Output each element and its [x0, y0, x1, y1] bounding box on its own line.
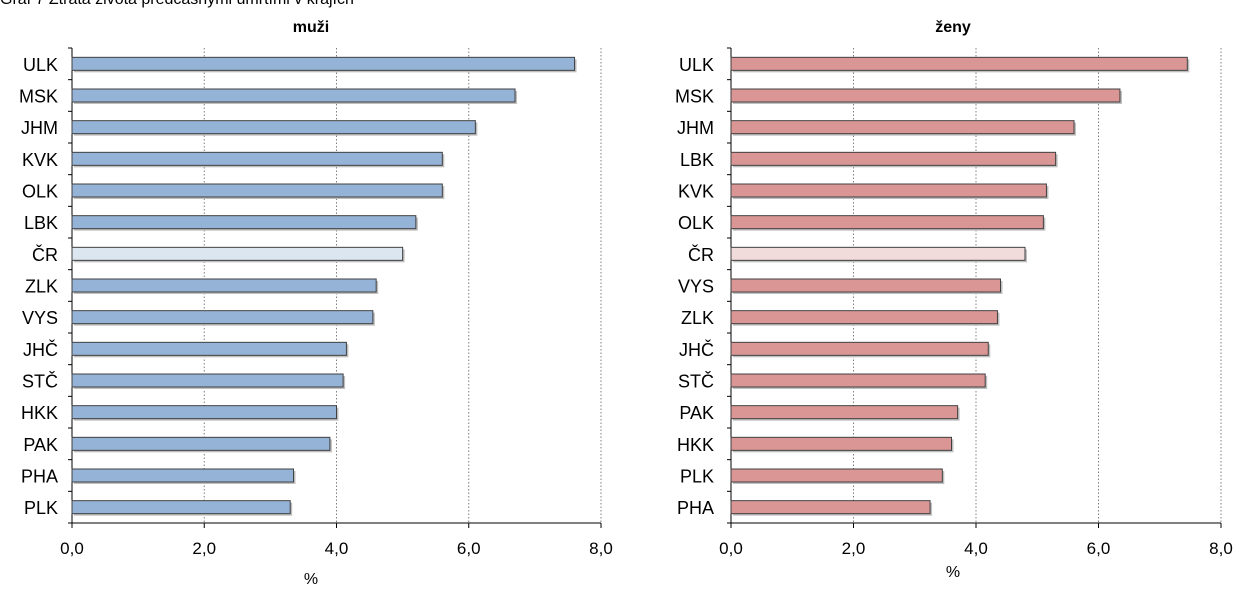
- chart-muzi: muži 0,0 2,0 4,0 6,0 8,0% ULK MSK JHM KVK OLK LBK ČR…: [19, 19, 613, 588]
- category-label-jhm: JHM: [677, 118, 714, 138]
- bar-ulk: [730, 56, 1188, 71]
- x-tick-label: 2,0: [192, 539, 216, 558]
- x-tick-label: 8,0: [1209, 539, 1233, 558]
- category-label-olk: OLK: [22, 182, 58, 202]
- bar-stc: [71, 373, 344, 388]
- x-tick-label: 6,0: [457, 539, 481, 558]
- category-label-pha: PHA: [677, 498, 714, 518]
- bar-plk: [71, 500, 291, 515]
- bar-olk: [730, 215, 1044, 230]
- bar-zlk: [730, 310, 998, 325]
- bar-hkk: [730, 436, 952, 451]
- bar-olk: [71, 183, 443, 198]
- category-label-kvk: KVK: [22, 150, 58, 170]
- category-label-msk: MSK: [675, 87, 714, 107]
- figure-caption: Graf 7 Ztráta života předčasnými úmrtími…: [0, 0, 354, 9]
- x-tick-label: 0,0: [60, 539, 84, 558]
- category-label-vys: VYS: [678, 277, 714, 297]
- bar-msk: [71, 88, 516, 103]
- category-label-kvk: KVK: [678, 182, 714, 202]
- category-label-stc: STČ: [22, 371, 58, 392]
- category-label-plk: PLK: [680, 467, 714, 487]
- bar-kvk: [730, 183, 1047, 198]
- category-label-pak: PAK: [679, 403, 714, 423]
- bar-zlk: [71, 278, 377, 293]
- chart-title: muži: [293, 19, 329, 36]
- x-tick-label: 8,0: [589, 539, 613, 558]
- bar-stc: [730, 373, 986, 388]
- category-label-zlk: ZLK: [25, 277, 58, 297]
- x-tick-label: 2,0: [842, 539, 866, 558]
- bar-lbk: [71, 215, 417, 230]
- x-tick-label: 0,0: [719, 539, 743, 558]
- category-label-olk: OLK: [678, 213, 714, 233]
- bar-lbk: [730, 151, 1057, 166]
- category-label-cr: ČR: [688, 244, 714, 265]
- category-label-vys: VYS: [22, 308, 58, 328]
- x-axis-label: %: [304, 571, 318, 588]
- category-label-msk: MSK: [19, 87, 58, 107]
- bar-vys: [71, 310, 374, 325]
- x-tick-label: 4,0: [964, 539, 988, 558]
- category-label-jhm: JHM: [21, 118, 58, 138]
- bar-kvk: [71, 151, 443, 166]
- bar-pak: [71, 436, 331, 451]
- category-label-ulk: ULK: [23, 55, 58, 75]
- bar-hkk: [71, 405, 337, 420]
- category-label-cr: ČR: [32, 244, 58, 265]
- category-label-pha: PHA: [21, 467, 58, 487]
- category-label-hkk: HKK: [677, 435, 714, 455]
- bar-plk: [730, 468, 943, 483]
- bar-jhm: [730, 120, 1075, 135]
- bar-cr: [71, 246, 404, 261]
- category-label-jhc: JHČ: [23, 339, 58, 360]
- category-label-jhc: JHČ: [679, 339, 714, 360]
- chart-zeny: ženy 0,0 2,0 4,0 6,0 8,0% ULK MSK JHM LBK KVK OLK ČR…: [675, 19, 1233, 581]
- bar-ulk: [71, 56, 576, 71]
- category-label-hkk: HKK: [21, 403, 58, 423]
- category-label-stc: STČ: [678, 371, 714, 392]
- category-label-plk: PLK: [24, 498, 58, 518]
- bar-msk: [730, 88, 1121, 103]
- bar-vys: [730, 278, 1001, 293]
- x-axis-label: %: [946, 564, 960, 581]
- category-label-lbk: LBK: [680, 150, 714, 170]
- bar-cr: [730, 246, 1026, 261]
- x-tick-label: 4,0: [325, 539, 349, 558]
- bar-jhc: [730, 341, 989, 356]
- x-tick-label: 6,0: [1087, 539, 1111, 558]
- category-label-ulk: ULK: [679, 55, 714, 75]
- chart-title: ženy: [935, 19, 971, 36]
- bar-pha: [71, 468, 295, 483]
- bar-pha: [730, 500, 931, 515]
- bar-jhm: [71, 120, 476, 135]
- category-label-lbk: LBK: [24, 213, 58, 233]
- category-label-pak: PAK: [23, 435, 58, 455]
- bar-pak: [730, 405, 959, 420]
- category-label-zlk: ZLK: [681, 308, 714, 328]
- bar-jhc: [71, 341, 347, 356]
